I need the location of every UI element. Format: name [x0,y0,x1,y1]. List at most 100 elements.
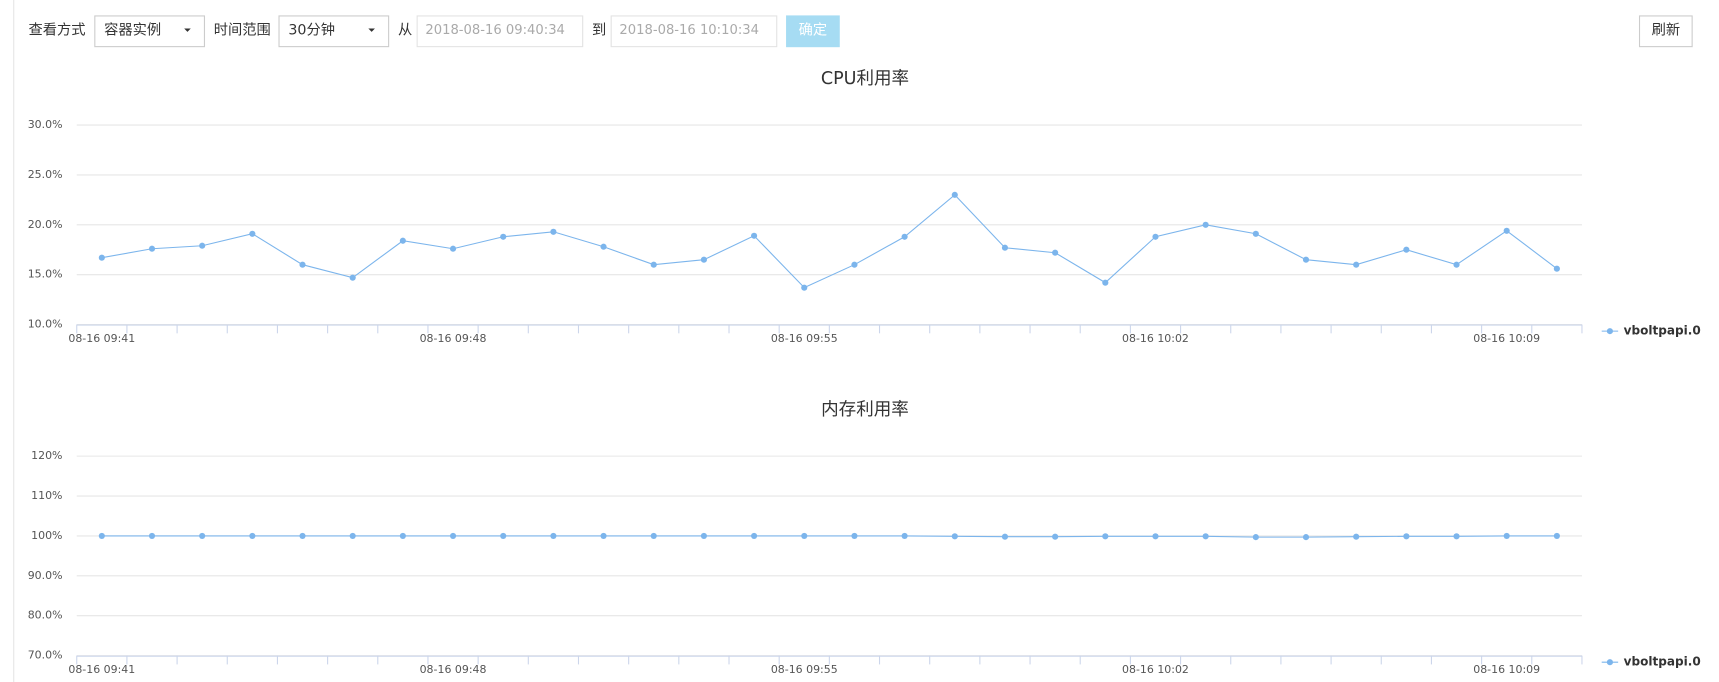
data-point [1453,261,1460,268]
x-tick-label: 08-16 09:41 [68,332,135,345]
data-point [1353,261,1360,268]
data-point [399,532,406,539]
data-point [1102,533,1109,540]
data-point [1202,533,1209,540]
x-tick-label: 08-16 09:48 [420,332,487,345]
data-point [399,237,406,244]
refresh-button[interactable] [1638,15,1693,48]
data-point [1052,249,1059,256]
data-point [349,274,356,281]
chart-title: CPU利用率 [821,69,909,89]
data-point [1102,279,1109,286]
chart-title: 内存利用率 [821,400,909,420]
data-point [1052,533,1059,540]
y-tick-label: 15.0% [28,268,63,281]
y-tick-label: 10.0% [28,318,63,331]
confirm-button[interactable] [786,15,840,48]
data-point [851,261,858,268]
refresh-label[interactable]: 刷新 [1652,22,1681,39]
data-point [98,254,105,261]
data-point [1503,227,1510,234]
data-point [1001,244,1009,251]
data-point [449,245,457,252]
y-tick-label: 80.0% [28,609,63,622]
data-point [199,242,206,249]
legend-marker [1606,328,1613,335]
data-point [851,532,858,539]
data-point [901,532,908,539]
data-point [449,532,457,539]
view-select[interactable] [94,15,206,48]
x-tick-label: 08-16 09:48 [420,663,487,676]
data-point [500,233,507,240]
data-point [650,261,657,268]
x-tick-label: 08-16 10:09 [1473,663,1540,676]
x-tick-label: 08-16 10:02 [1122,663,1189,676]
data-point [1152,233,1159,240]
y-tick-label: 90.0% [28,569,63,582]
data-point [700,256,707,263]
data-point [199,532,206,539]
data-point [951,191,958,198]
data-point [1302,534,1310,541]
x-tick-label: 08-16 10:09 [1473,332,1540,345]
data-point [751,532,758,539]
confirm-label[interactable]: 确定 [799,22,828,39]
from-value[interactable]: 2018-08-16 09:40:34 [425,23,565,38]
series-line [101,194,1558,289]
range-value[interactable]: 30分钟 [288,22,335,39]
x-tick-label: 08-16 09:55 [771,663,838,676]
to-input[interactable] [610,15,778,48]
to-label: 到 [592,22,606,39]
view-value[interactable]: 容器实例 [104,22,161,39]
caret [368,28,375,32]
data-point [1503,532,1510,539]
data-point [1302,256,1310,263]
data-point [1553,532,1560,539]
y-tick-label: 120% [31,449,62,462]
data-point [751,232,758,239]
y-tick-label: 70.0% [28,649,63,662]
range-select[interactable] [278,15,390,48]
data-point [1202,221,1209,228]
data-point [148,245,156,252]
view-label: 查看方式 [29,22,86,39]
data-point [1353,533,1360,540]
caret [184,28,191,32]
data-point [349,532,356,539]
data-point [148,532,156,539]
x-tick-label: 08-16 09:55 [771,332,838,345]
data-point [700,532,707,539]
data-point [98,532,105,539]
data-point [249,230,256,237]
data-point [1403,246,1410,253]
y-tick-label: 20.0% [28,218,63,231]
y-tick-label: 30.0% [28,118,63,131]
range-label: 时间范围 [214,22,271,39]
y-tick-label: 25.0% [28,168,63,181]
x-tick-label: 08-16 10:02 [1122,332,1189,345]
data-point [299,532,306,539]
series-line [101,535,1557,538]
data-point [1553,265,1560,272]
data-point [1001,533,1009,540]
data-point [801,532,808,539]
from-input[interactable] [416,15,584,48]
legend-label: vboltpapi.0 [1624,324,1701,338]
data-point [951,533,958,540]
data-point [901,233,908,240]
data-point [600,243,607,250]
data-point [1152,533,1159,540]
x-tick-label: 08-16 09:41 [68,663,135,676]
y-tick-label: 100% [31,529,62,542]
to-value[interactable]: 2018-08-16 10:10:34 [619,23,759,38]
data-point [801,284,808,291]
data-point [550,228,557,235]
data-point [1403,533,1410,540]
legend-label: vboltpapi.0 [1624,655,1701,669]
data-point [650,532,657,539]
data-point [249,532,256,539]
data-point [1453,533,1460,540]
data-point [600,532,607,539]
